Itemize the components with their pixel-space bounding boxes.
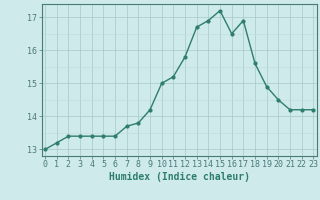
X-axis label: Humidex (Indice chaleur): Humidex (Indice chaleur) — [109, 172, 250, 182]
